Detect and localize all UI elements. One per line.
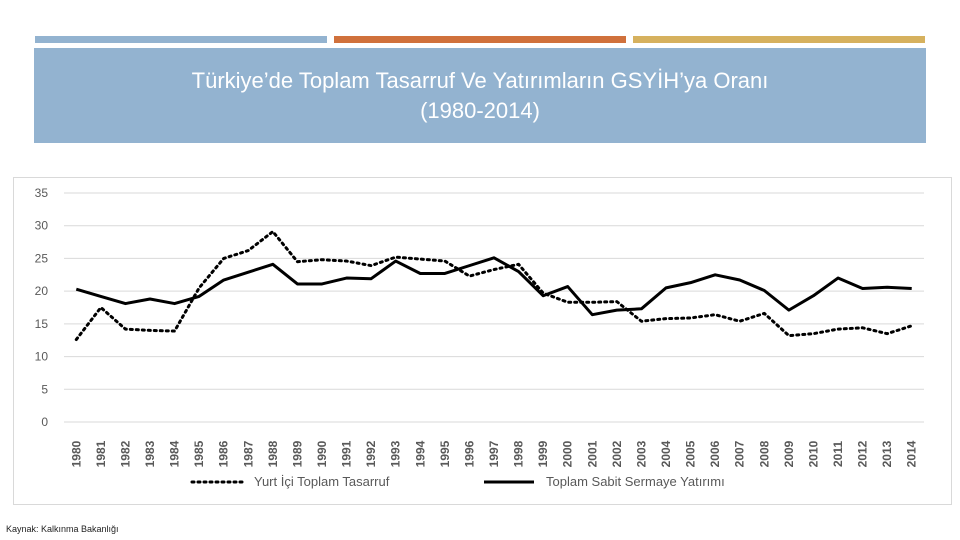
chart-frame: 0 5 10 15 20 25 30 35 1980 1981 1982 1983 1984 1985 19…	[13, 177, 952, 505]
x-tick-label: 2007	[733, 440, 747, 467]
line-chart: 0 5 10 15 20 25 30 35 1980 1981 1982 1983 1984 1985 19…	[14, 178, 951, 504]
x-tick-label: 1982	[118, 440, 132, 467]
x-tick-label: 2011	[831, 441, 845, 467]
x-tick-label: 1997	[487, 440, 501, 467]
y-tick-label: 10	[35, 350, 49, 364]
x-tick-label: 2001	[585, 440, 599, 467]
x-tick-label: 2006	[708, 440, 722, 467]
accent-bar-gold	[633, 36, 925, 43]
x-tick-label: 1987	[241, 440, 255, 467]
title-line-2: (1980-2014)	[34, 96, 926, 126]
x-tick-label: 1989	[290, 440, 304, 467]
x-tick-label: 2014	[905, 440, 919, 467]
x-tick-label: 1999	[536, 440, 550, 467]
source-note: Kaynak: Kalkınma Bakanlığı	[6, 524, 119, 534]
x-tick-label: 1991	[340, 440, 354, 467]
y-tick-label: 0	[41, 415, 48, 429]
x-tick-label: 1992	[364, 440, 378, 467]
x-tick-label: 2000	[561, 440, 575, 467]
x-tick-label: 1983	[143, 440, 157, 467]
x-tick-label: 1995	[438, 440, 452, 467]
accent-bar-orange	[334, 36, 626, 43]
x-tick-label: 2013	[880, 440, 894, 467]
x-tick-label: 2005	[684, 440, 698, 467]
y-tick-label: 30	[35, 219, 49, 233]
y-tick-label: 35	[35, 186, 49, 200]
y-tick-label: 20	[35, 284, 49, 298]
x-tick-label: 1993	[389, 440, 403, 467]
x-tick-label: 2010	[806, 440, 820, 467]
x-tick-label: 1994	[413, 440, 427, 467]
accent-bar-blue	[35, 36, 327, 43]
x-tick-label: 1981	[94, 440, 108, 467]
legend-label: Toplam Sabit Sermaye Yatırımı	[546, 474, 725, 489]
x-tick-label: 1986	[217, 440, 231, 467]
title-line-1: Türkiye’de Toplam Tasarruf Ve Yatırımlar…	[34, 66, 926, 96]
x-tick-label: 2009	[782, 440, 796, 467]
slide-title: Türkiye’de Toplam Tasarruf Ve Yatırımlar…	[34, 48, 926, 143]
x-tick-label: 1980	[69, 440, 83, 467]
x-tick-label: 1988	[266, 440, 280, 467]
y-tick-label: 25	[35, 251, 49, 265]
x-tick-label: 1985	[192, 440, 206, 467]
x-tick-label: 2008	[757, 440, 771, 467]
x-tick-label: 2003	[634, 440, 648, 467]
x-tick-label: 2012	[856, 440, 870, 467]
x-tick-label: 1998	[512, 440, 526, 467]
x-tick-label: 1984	[168, 440, 182, 467]
y-tick-label: 15	[35, 317, 49, 331]
x-tick-label: 2002	[610, 440, 624, 467]
x-tick-label: 1996	[462, 440, 476, 467]
x-tick-label: 1990	[315, 440, 329, 467]
y-tick-label: 5	[41, 382, 48, 396]
legend-label: Yurt İçi Toplam Tasarruf	[254, 474, 390, 489]
x-tick-label: 2004	[659, 440, 673, 467]
